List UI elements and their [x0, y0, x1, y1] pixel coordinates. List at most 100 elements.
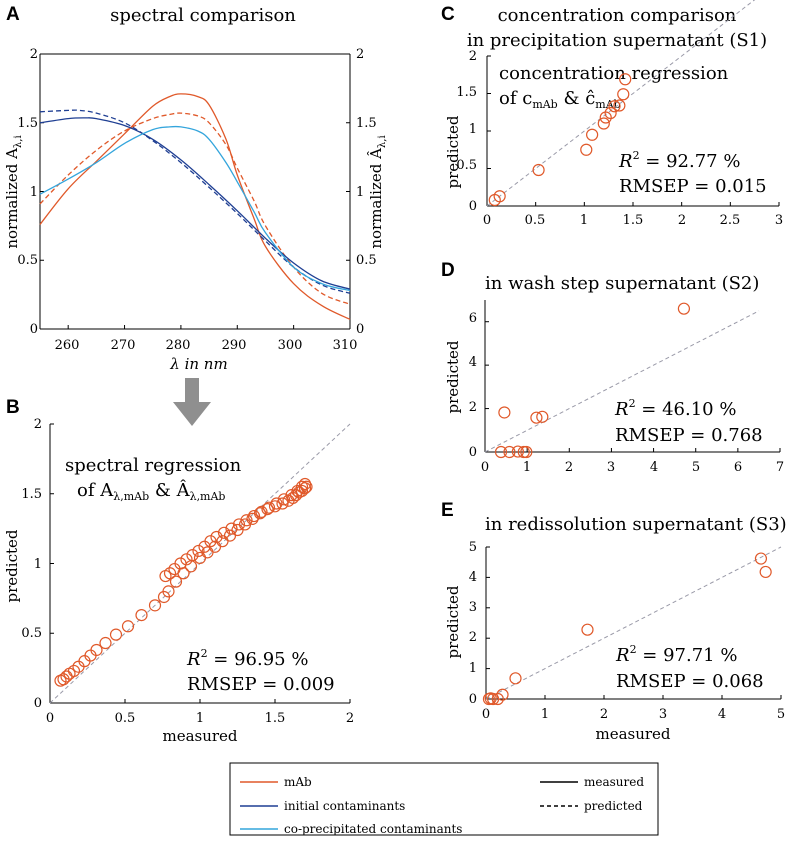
ytick-d-2: 2 [469, 400, 477, 415]
data-point-e [496, 688, 509, 701]
panel-d-concentration-s2: D in wash step supernatant (S2) 6 4 2 0 … [441, 260, 784, 475]
data-point-b [162, 585, 175, 598]
data-point-b [298, 477, 312, 491]
panel-e-plot-area [482, 546, 782, 706]
series-line-coprec-solid [39, 125, 351, 292]
ytick-d-0: 0 [469, 445, 477, 460]
data-point-b [192, 544, 205, 558]
data-point-d [503, 445, 516, 459]
identity-line-c [486, 0, 756, 207]
xtick-b-0-5: 0.5 [115, 711, 136, 726]
ytick-e-5: 5 [469, 540, 477, 555]
xtick-c-1: 1 [580, 213, 588, 228]
panel-a-spectral-comparison: A spectral comparison 2 1.5 1 0.5 0 2 1.… [3, 4, 388, 373]
xtick-260: 260 [55, 338, 80, 353]
series-line-mAb-dashed [39, 112, 351, 305]
series-line-initial-dashed [39, 109, 351, 294]
xtick-d-1: 1 [523, 460, 531, 475]
xtick-c-2: 2 [678, 213, 686, 228]
xtick-e-2: 2 [600, 707, 608, 722]
data-point-c [532, 163, 545, 177]
panel-a-ylabel-left: normalized Aλ,i [3, 135, 24, 248]
panel-a-ylabel-right: normalized Âλ,i [367, 135, 388, 248]
xtick-c-3: 3 [775, 213, 783, 228]
panel-d-rmsep: RMSEP = 0.768 [615, 425, 763, 446]
panel-b-annotation-line2: of Aλ,mAb & Âλ,mAb [77, 478, 225, 503]
xtick-d-2: 2 [565, 460, 573, 475]
data-point-b [210, 530, 223, 544]
data-point-c [604, 106, 617, 120]
ytick-e-1: 1 [469, 661, 477, 676]
panel-letter-a: A [6, 4, 20, 25]
data-point-d [677, 302, 691, 315]
ytick-b-0-5: 0.5 [21, 626, 42, 641]
panel-d-ylabel: predicted [444, 340, 462, 413]
panel-letter-e: E [441, 500, 454, 521]
xtick-290: 290 [222, 338, 247, 353]
xtick-c-2-5: 2.5 [720, 213, 741, 228]
ytick-c-0: 0 [469, 199, 477, 214]
data-point-d [520, 445, 533, 459]
series-line-mAb-solid [39, 93, 351, 320]
xtick-c-0: 0 [483, 213, 491, 228]
panel-e-ylabel: predicted [444, 585, 462, 658]
data-point-b [247, 509, 261, 523]
legend-label-predicted: predicted [584, 799, 643, 813]
panel-letter-d: D [441, 260, 455, 281]
legend-label-co-precipitated-contaminants: co-precipitated contaminants [284, 822, 462, 836]
data-point-e [759, 565, 772, 579]
legend-label-mab: mAb [284, 775, 312, 789]
panel-b-ylabel: predicted [3, 529, 21, 602]
data-point-e [581, 623, 594, 636]
ytick-c-1-5: 1.5 [456, 85, 477, 100]
panel-a-title: spectral comparison [110, 5, 296, 26]
panel-c-concentration-s1: C concentration comparison in precipitat… [441, 4, 783, 228]
data-point-b [285, 489, 298, 502]
data-point-e [754, 552, 768, 565]
data-point-d [530, 411, 543, 424]
xtick-310: 310 [333, 338, 358, 353]
panel-b-xlabel: measured [162, 727, 237, 745]
ytick-left-0: 0 [30, 322, 38, 337]
ytick-d-4: 4 [469, 355, 477, 370]
data-point-e [509, 672, 522, 685]
data-point-e [491, 692, 504, 706]
xtick-c-1-5: 1.5 [623, 213, 644, 228]
xtick-b-2: 2 [346, 711, 354, 726]
ytick-e-4: 4 [469, 570, 477, 585]
data-point-b [135, 609, 148, 622]
ytick-right-2: 2 [356, 47, 364, 62]
data-point-c [597, 117, 610, 130]
data-point-b [225, 522, 238, 535]
ytick-b-1: 1 [34, 557, 42, 572]
data-point-b [169, 575, 183, 588]
panel-a-xlabel: λ in nm [169, 355, 227, 373]
data-point-b [163, 567, 177, 580]
panel-c-title-line2: in precipitation supernatant (S1) [467, 30, 767, 51]
data-point-b [295, 480, 309, 493]
xtick-d-0: 0 [481, 460, 489, 475]
ytick-b-2: 2 [34, 417, 42, 432]
ytick-d-6: 6 [469, 311, 477, 326]
xtick-d-6: 6 [734, 460, 742, 475]
legend-label-measured: measured [584, 775, 644, 789]
data-point-b [232, 518, 246, 531]
ytick-right-1-5: 1.5 [356, 116, 377, 131]
data-point-b [204, 535, 217, 548]
xtick-d-3: 3 [607, 460, 615, 475]
data-point-b [255, 505, 268, 518]
data-point-b [121, 620, 135, 633]
ytick-left-0-5: 0.5 [17, 253, 38, 268]
ytick-e-0: 0 [469, 692, 477, 707]
ytick-left-1-5: 1.5 [17, 116, 38, 131]
data-point-b [217, 526, 231, 539]
data-point-c [608, 100, 621, 113]
down-arrow-icon [173, 378, 211, 426]
ytick-left-2: 2 [30, 47, 38, 62]
panel-b-plot-area [49, 423, 351, 704]
xtick-b-1: 1 [196, 711, 204, 726]
panel-d-plot-area [484, 300, 781, 459]
panel-e-concentration-s3: E in redissolution supernatant (S3) 5 4 … [441, 500, 787, 743]
panel-e-r2: R2 = 97.71 % [615, 643, 737, 666]
